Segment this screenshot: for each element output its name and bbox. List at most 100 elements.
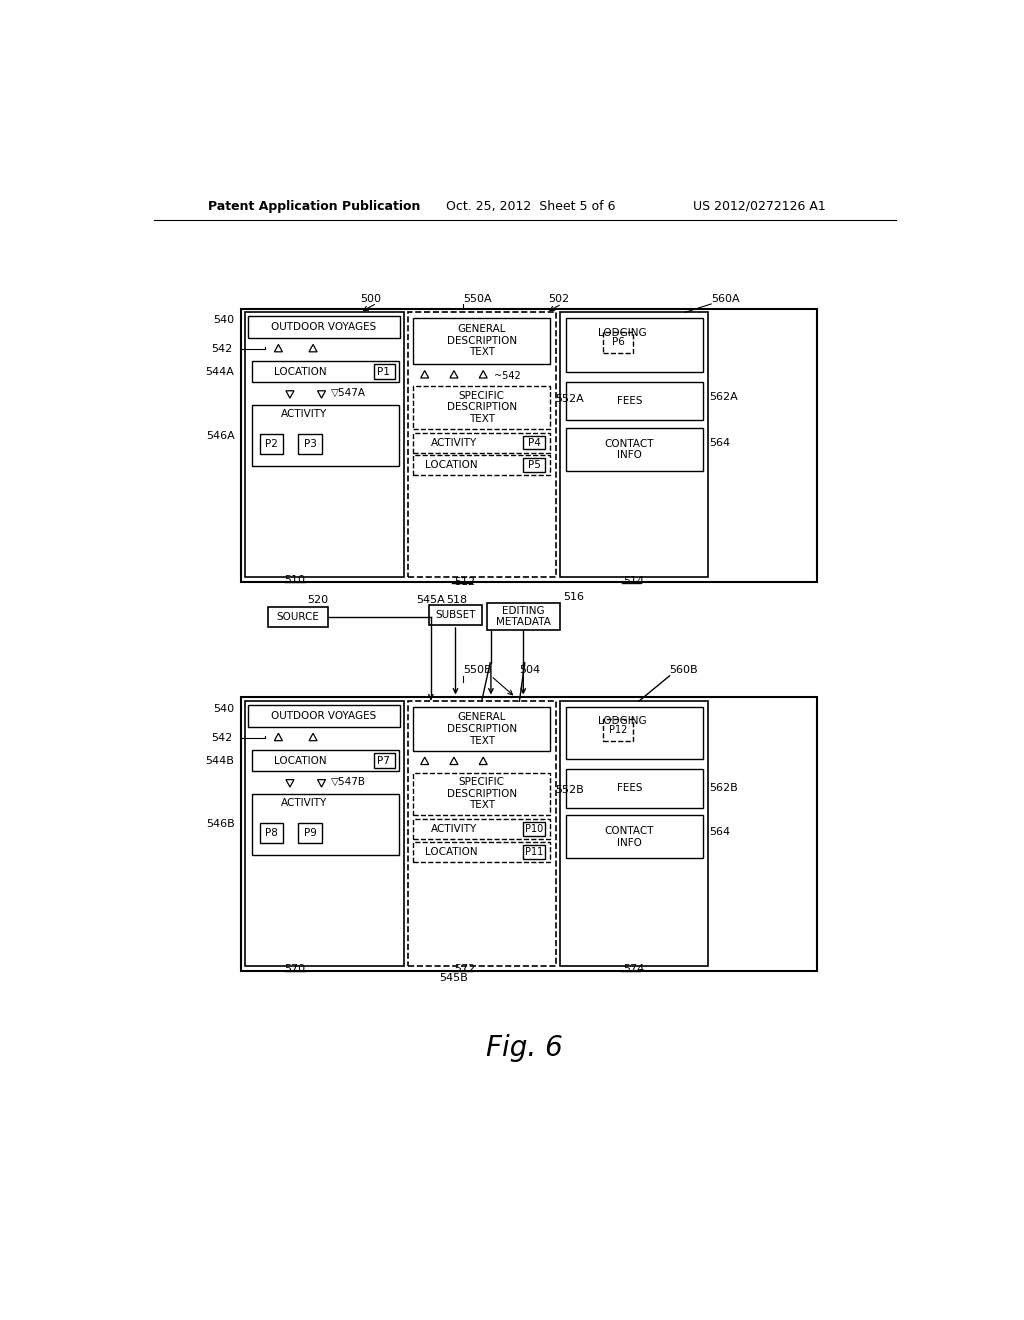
- Bar: [252, 405, 398, 466]
- Bar: [249, 705, 400, 726]
- Bar: [241, 309, 816, 582]
- Text: FEES: FEES: [616, 396, 642, 407]
- Bar: [523, 436, 545, 449]
- Text: FEES: FEES: [616, 783, 642, 793]
- Text: 546A: 546A: [206, 430, 234, 441]
- Text: LOCATION: LOCATION: [273, 367, 327, 376]
- Text: P5: P5: [527, 459, 541, 470]
- Text: 502: 502: [549, 293, 569, 304]
- Bar: [413, 318, 550, 364]
- Text: SOURCE: SOURCE: [276, 611, 319, 622]
- Text: 572: 572: [454, 964, 475, 974]
- Text: P6: P6: [611, 338, 625, 347]
- Text: ACTIVITY: ACTIVITY: [281, 797, 327, 808]
- Text: EDITING
METADATA: EDITING METADATA: [496, 606, 551, 627]
- Text: US 2012/0272126 A1: US 2012/0272126 A1: [692, 199, 825, 213]
- Bar: [249, 317, 400, 338]
- Text: 544B: 544B: [206, 755, 234, 766]
- Bar: [298, 822, 322, 843]
- Bar: [252, 360, 398, 383]
- Text: 574: 574: [624, 964, 645, 974]
- Text: ACTIVITY: ACTIVITY: [431, 437, 477, 447]
- Bar: [252, 750, 398, 771]
- Text: 545B: 545B: [439, 973, 468, 983]
- Text: 550A: 550A: [463, 293, 492, 304]
- Bar: [298, 434, 322, 454]
- Bar: [245, 313, 403, 577]
- Text: SPECIFIC
DESCRIPTION
TEXT: SPECIFIC DESCRIPTION TEXT: [446, 777, 517, 810]
- Text: LOCATION: LOCATION: [273, 755, 327, 766]
- Bar: [413, 706, 550, 751]
- Bar: [523, 458, 545, 471]
- Text: 520: 520: [307, 594, 329, 605]
- Text: ▽547B: ▽547B: [331, 777, 366, 787]
- Text: P1: P1: [378, 367, 390, 376]
- Bar: [429, 605, 481, 626]
- Text: ACTIVITY: ACTIVITY: [281, 409, 327, 418]
- Text: SPECIFIC
DESCRIPTION
TEXT: SPECIFIC DESCRIPTION TEXT: [446, 391, 517, 424]
- Text: P11: P11: [525, 847, 543, 857]
- Text: 504: 504: [519, 665, 541, 676]
- Text: 544A: 544A: [206, 367, 234, 376]
- Bar: [565, 770, 702, 808]
- Text: OUTDOOR VOYAGES: OUTDOOR VOYAGES: [271, 711, 377, 721]
- Text: 562A: 562A: [710, 392, 738, 403]
- Bar: [602, 719, 634, 741]
- Bar: [560, 313, 708, 577]
- Bar: [523, 822, 545, 836]
- Text: 552A: 552A: [556, 395, 585, 404]
- Bar: [565, 381, 702, 420]
- Text: 514: 514: [624, 576, 644, 586]
- Text: P4: P4: [527, 437, 541, 447]
- Text: 546B: 546B: [206, 820, 234, 829]
- Bar: [408, 701, 556, 966]
- Text: 540: 540: [213, 315, 234, 325]
- Text: Fig. 6: Fig. 6: [486, 1034, 563, 1061]
- Text: 500: 500: [360, 293, 381, 304]
- Text: 545A: 545A: [416, 594, 444, 605]
- Text: CONTACT
INFO: CONTACT INFO: [605, 438, 654, 461]
- Text: LODGING: LODGING: [598, 329, 646, 338]
- Text: 570: 570: [284, 964, 305, 974]
- Bar: [565, 706, 702, 759]
- Bar: [413, 774, 550, 816]
- Bar: [374, 364, 394, 379]
- Text: CONTACT
INFO: CONTACT INFO: [605, 826, 654, 847]
- Bar: [413, 818, 550, 840]
- Bar: [487, 603, 560, 630]
- Text: LOCATION: LOCATION: [425, 459, 478, 470]
- Text: 540: 540: [213, 704, 234, 714]
- Text: Oct. 25, 2012  Sheet 5 of 6: Oct. 25, 2012 Sheet 5 of 6: [446, 199, 615, 213]
- Text: P8: P8: [265, 828, 278, 838]
- Text: 542: 542: [211, 733, 232, 743]
- Text: GENERAL
DESCRIPTION
TEXT: GENERAL DESCRIPTION TEXT: [446, 713, 517, 746]
- Text: P3: P3: [303, 440, 316, 449]
- Text: 564: 564: [710, 828, 731, 837]
- Text: 510: 510: [284, 576, 305, 585]
- Bar: [413, 387, 550, 429]
- Bar: [413, 455, 550, 475]
- Bar: [523, 845, 545, 859]
- Text: P7: P7: [378, 755, 390, 766]
- Text: GENERAL
DESCRIPTION
TEXT: GENERAL DESCRIPTION TEXT: [446, 325, 517, 358]
- Bar: [560, 701, 708, 966]
- Text: 542: 542: [211, 345, 232, 354]
- Text: 518: 518: [446, 594, 467, 605]
- Text: Patent Application Publication: Patent Application Publication: [208, 199, 420, 213]
- Text: P9: P9: [303, 828, 316, 838]
- Bar: [241, 697, 816, 970]
- Bar: [413, 433, 550, 453]
- Text: ~542: ~542: [494, 371, 521, 380]
- Text: P2: P2: [265, 440, 278, 449]
- Bar: [260, 822, 283, 843]
- Text: 560A: 560A: [711, 293, 739, 304]
- Text: 562B: 562B: [710, 783, 738, 793]
- Text: 512: 512: [454, 577, 475, 587]
- Bar: [565, 816, 702, 858]
- Bar: [565, 318, 702, 372]
- Text: ▽547A: ▽547A: [331, 388, 366, 399]
- Text: OUTDOOR VOYAGES: OUTDOOR VOYAGES: [271, 322, 377, 333]
- Text: 550B: 550B: [463, 665, 492, 676]
- Text: SUBSET: SUBSET: [435, 610, 476, 620]
- Text: P10: P10: [525, 824, 543, 834]
